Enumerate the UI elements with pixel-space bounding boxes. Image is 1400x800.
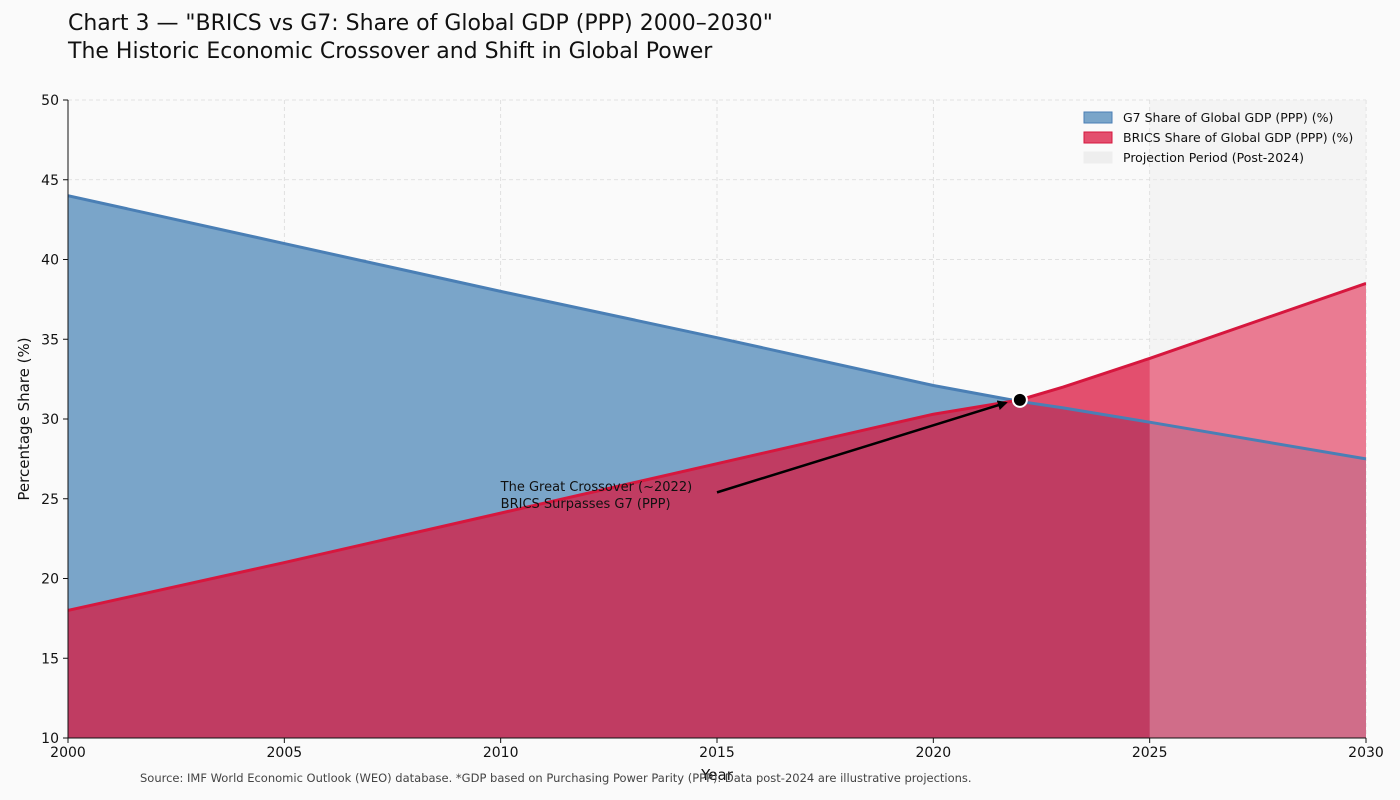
y-tick-label: 45 [41, 173, 59, 189]
y-tick-label: 20 [41, 572, 59, 588]
y-axis-label: Percentage Share (%) [15, 337, 33, 500]
chart-subtitle: The Historic Economic Crossover and Shif… [68, 39, 713, 64]
y-tick-label: 50 [41, 93, 59, 109]
legend-label: BRICS Share of Global GDP (PPP) (%) [1123, 130, 1353, 145]
projection-overlay [1149, 100, 1366, 738]
chart-title: Chart 3 — "BRICS vs G7: Share of Global … [68, 11, 773, 36]
legend-item-g7: G7 Share of Global GDP (PPP) (%) [1083, 110, 1333, 125]
y-tick-label: 40 [41, 253, 59, 269]
legend-label: Projection Period (Post-2024) [1123, 150, 1304, 165]
source-note: Source: IMF World Economic Outlook (WEO)… [140, 771, 972, 785]
g7-line [68, 194, 1366, 461]
legend-swatch [1083, 151, 1113, 164]
title-block: Chart 3 — "BRICS vs G7: Share of Global … [68, 10, 773, 66]
annotation-text-line: The Great Crossover (~2022) [500, 480, 693, 495]
area-group [68, 100, 1366, 738]
x-tick-label: 2020 [916, 745, 952, 761]
y-tick-label: 30 [41, 412, 59, 428]
crossover-marker [1011, 391, 1028, 408]
x-tick-label: 2025 [1132, 745, 1168, 761]
y-tick-label: 10 [41, 731, 59, 747]
legend-item-projection: Projection Period (Post-2024) [1083, 150, 1304, 165]
legend-swatch [1083, 131, 1113, 144]
brics-line [68, 282, 1366, 612]
y-tick-label: 15 [41, 651, 59, 667]
y-tick-label: 25 [41, 492, 59, 508]
y-tick-label: 35 [41, 332, 59, 348]
x-tick-label: 2010 [483, 745, 519, 761]
x-tick-label: 2015 [699, 745, 735, 761]
legend-swatch [1083, 111, 1113, 124]
x-axis-label: Year [700, 766, 734, 784]
legend-item-brics: BRICS Share of Global GDP (PPP) (%) [1083, 130, 1353, 145]
x-tick-label: 2030 [1348, 745, 1384, 761]
x-tick-label: 2000 [50, 745, 86, 761]
annotation-text-line: BRICS Surpasses G7 (PPP) [501, 497, 671, 512]
annotation-arrow [716, 400, 1008, 494]
brics-lead-area [1019, 283, 1366, 459]
x-tick-label: 2005 [267, 745, 303, 761]
legend-label: G7 Share of Global GDP (PPP) (%) [1123, 110, 1333, 125]
